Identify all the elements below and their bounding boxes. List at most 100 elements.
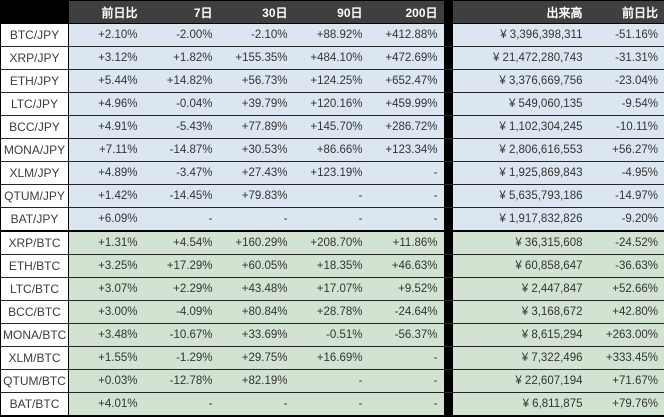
cell-7d: -3.47%: [144, 162, 219, 185]
cell-90d: +145.70%: [294, 116, 369, 139]
cell-200d: +652.47%: [369, 70, 444, 93]
cell-7d: -14.45%: [144, 185, 219, 208]
cell-30d: +60.05%: [219, 255, 294, 278]
cell-change-1d: +4.91%: [69, 116, 144, 139]
cell-volume: ¥ 2,447,847: [453, 278, 589, 301]
pair-label: QTUM/JPY: [1, 185, 69, 208]
cell-200d: -: [369, 208, 444, 232]
cell-vol-change-1d: +263.00%: [589, 324, 664, 347]
pair-label: XRP/BTC: [1, 231, 69, 255]
cell-200d: +123.34%: [369, 139, 444, 162]
cell-90d: +124.25%: [294, 70, 369, 93]
cell-7d: -5.43%: [144, 116, 219, 139]
cell-30d: +39.79%: [219, 93, 294, 116]
divider-cell: [444, 231, 453, 255]
cell-volume: ¥ 1,925,869,843: [453, 162, 589, 185]
col-header-vol-change-1d: 前日比: [589, 1, 664, 24]
table-row: LTC/BTC +3.07% +2.29% +43.48% +17.07% +9…: [1, 278, 664, 301]
cell-vol-change-1d: +56.27%: [589, 139, 664, 162]
cell-change-1d: +3.12%: [69, 47, 144, 70]
cell-volume: ¥ 2,806,616,553: [453, 139, 589, 162]
cell-200d: -: [369, 162, 444, 185]
divider-cell: [444, 162, 453, 185]
col-header-90d: 90日: [294, 1, 369, 24]
divider-cell: [444, 208, 453, 232]
cell-volume: ¥ 1,102,304,245: [453, 116, 589, 139]
pair-label: BAT/JPY: [1, 208, 69, 232]
cell-change-1d: +3.07%: [69, 278, 144, 301]
cell-volume: ¥ 21,472,280,743: [453, 47, 589, 70]
pair-label: BAT/BTC: [1, 393, 69, 417]
pair-label: LTC/BTC: [1, 278, 69, 301]
cell-vol-change-1d: -10.11%: [589, 116, 664, 139]
cell-200d: -: [369, 347, 444, 370]
cell-change-1d: +1.31%: [69, 231, 144, 255]
cell-7d: -: [144, 393, 219, 417]
cell-30d: -: [219, 393, 294, 417]
cell-90d: +17.07%: [294, 278, 369, 301]
cell-7d: -14.87%: [144, 139, 219, 162]
cell-volume: ¥ 5,635,793,186: [453, 185, 589, 208]
divider-cell: [444, 185, 453, 208]
cell-90d: -0.51%: [294, 324, 369, 347]
cell-30d: +80.84%: [219, 301, 294, 324]
divider-cell: [444, 324, 453, 347]
cell-7d: +4.54%: [144, 231, 219, 255]
pair-label: BCC/JPY: [1, 116, 69, 139]
cell-change-1d: +1.42%: [69, 185, 144, 208]
cell-change-1d: +5.44%: [69, 70, 144, 93]
cell-change-1d: +3.00%: [69, 301, 144, 324]
cell-30d: +29.75%: [219, 347, 294, 370]
cell-7d: -0.04%: [144, 93, 219, 116]
table-body: BTC/JPY +2.10% -2.00% -2.10% +88.92% +41…: [1, 24, 664, 417]
cell-30d: +82.19%: [219, 370, 294, 393]
cell-30d: +77.89%: [219, 116, 294, 139]
cell-90d: -: [294, 208, 369, 232]
table-row: ETH/BTC +3.25% +17.29% +60.05% +18.35% +…: [1, 255, 664, 278]
cell-vol-change-1d: -23.04%: [589, 70, 664, 93]
cell-90d: +88.92%: [294, 24, 369, 47]
cell-200d: -: [369, 370, 444, 393]
table-row: XLM/BTC +1.55% -1.29% +29.75% +16.69% - …: [1, 347, 664, 370]
pair-label: XLM/BTC: [1, 347, 69, 370]
divider-cell: [444, 70, 453, 93]
table-row: BCC/BTC +3.00% -4.09% +80.84% +28.78% -2…: [1, 301, 664, 324]
cell-90d: +16.69%: [294, 347, 369, 370]
cell-change-1d: +2.10%: [69, 24, 144, 47]
cell-vol-change-1d: -9.20%: [589, 208, 664, 232]
cell-vol-change-1d: -24.52%: [589, 231, 664, 255]
cell-200d: +11.86%: [369, 231, 444, 255]
divider-cell: [444, 370, 453, 393]
cell-90d: -: [294, 185, 369, 208]
col-header-volume: 出来高: [453, 1, 589, 24]
cell-change-1d: +4.01%: [69, 393, 144, 417]
cell-30d: +155.35%: [219, 47, 294, 70]
cell-volume: ¥ 60,858,647: [453, 255, 589, 278]
col-header-7d: 7日: [144, 1, 219, 24]
pair-label: BTC/JPY: [1, 24, 69, 47]
table-row: QTUM/BTC +0.03% -12.78% +82.19% - - ¥ 22…: [1, 370, 664, 393]
cell-vol-change-1d: +52.66%: [589, 278, 664, 301]
table-row: LTC/JPY +4.96% -0.04% +39.79% +120.16% +…: [1, 93, 664, 116]
col-header-200d: 200日: [369, 1, 444, 24]
pair-label: BCC/BTC: [1, 301, 69, 324]
table-row: ETH/JPY +5.44% +14.82% +56.73% +124.25% …: [1, 70, 664, 93]
cell-volume: ¥ 1,917,832,826: [453, 208, 589, 232]
cell-vol-change-1d: -36.63%: [589, 255, 664, 278]
cell-7d: -12.78%: [144, 370, 219, 393]
cell-volume: ¥ 22,607,194: [453, 370, 589, 393]
col-header-30d: 30日: [219, 1, 294, 24]
cell-vol-change-1d: -9.54%: [589, 93, 664, 116]
corner-cell: [1, 1, 69, 24]
cell-200d: -56.37%: [369, 324, 444, 347]
divider-cell: [444, 139, 453, 162]
cell-vol-change-1d: +79.76%: [589, 393, 664, 417]
cell-30d: +33.69%: [219, 324, 294, 347]
pair-label: XRP/JPY: [1, 47, 69, 70]
cell-200d: +286.72%: [369, 116, 444, 139]
divider-cell: [444, 301, 453, 324]
cell-90d: -: [294, 393, 369, 417]
cell-7d: +2.29%: [144, 278, 219, 301]
table-row: BTC/JPY +2.10% -2.00% -2.10% +88.92% +41…: [1, 24, 664, 47]
